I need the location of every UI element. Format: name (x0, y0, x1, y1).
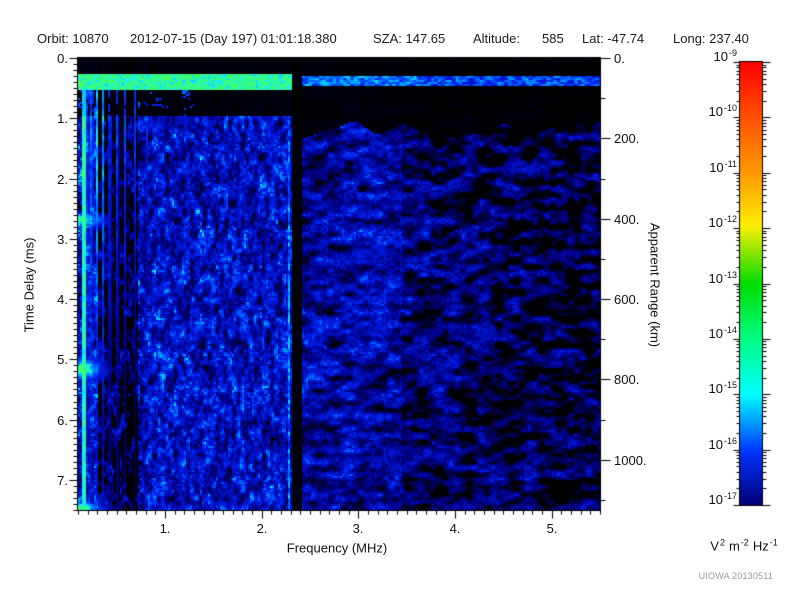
y-tick-label: 0. (57, 51, 68, 66)
x-tick-label: 2. (256, 521, 268, 536)
y2-tick-label: 600. (614, 292, 640, 307)
y2-tick-label: 400. (614, 212, 640, 227)
header-item-2: SZA: 147.65 (373, 31, 446, 46)
header-item-0: Orbit: 10870 (37, 31, 109, 46)
x-tick-label: 4. (449, 521, 461, 536)
colorbar-tick-label: 10-16 (708, 436, 737, 452)
y2-tick-label: 1000. (614, 453, 647, 468)
y-tick-label: 6. (57, 413, 68, 428)
colorbar-tick-label: 10-10 (708, 103, 737, 119)
header-item-6: Long: 237.40 (673, 31, 749, 46)
header-item-3: Altitude: (473, 31, 520, 46)
colorbar-tick-label: 10-17 (708, 491, 737, 507)
y-tick-label: 2. (57, 172, 68, 187)
y2-tick-label: 0. (614, 51, 625, 66)
header-item-4: 585 (542, 31, 564, 46)
header-item-1: 2012-07-15 (Day 197) 01:01:18.380 (130, 31, 337, 46)
credit-text: UIOWA 20130511 (698, 571, 773, 581)
y-axis-title: Time Delay (ms) (21, 237, 37, 333)
x-tick-label: 3. (352, 521, 364, 536)
header-item-5: Lat: -47.74 (582, 31, 645, 46)
colorbar-tick-label: 10-11 (709, 159, 737, 175)
colorbar-tick-label: 10-13 (708, 270, 737, 286)
y2-axis-title: Apparent Range (km) (647, 222, 663, 348)
colorbar-tick-label: 10-14 (708, 325, 737, 341)
y-tick-label: 1. (57, 111, 68, 126)
y2-tick-label: 200. (614, 131, 640, 146)
colorbar-unit-label: V2 m-2 Hz-1 (710, 537, 778, 554)
y-tick-label: 7. (57, 473, 68, 488)
y-tick-label: 5. (57, 352, 68, 367)
x-tick-label: 1. (159, 521, 171, 536)
colorbar-tick-label: 10-15 (708, 380, 737, 396)
x-axis-title: Frequency (MHz) (286, 540, 388, 556)
colorbar-tick-label: 10-9 (713, 48, 737, 64)
x-tick-label: 5. (546, 521, 558, 536)
colorbar-tick-label: 10-12 (708, 214, 737, 230)
y-tick-label: 4. (57, 292, 68, 307)
y2-tick-label: 800. (614, 372, 640, 387)
y-tick-label: 3. (57, 232, 68, 247)
